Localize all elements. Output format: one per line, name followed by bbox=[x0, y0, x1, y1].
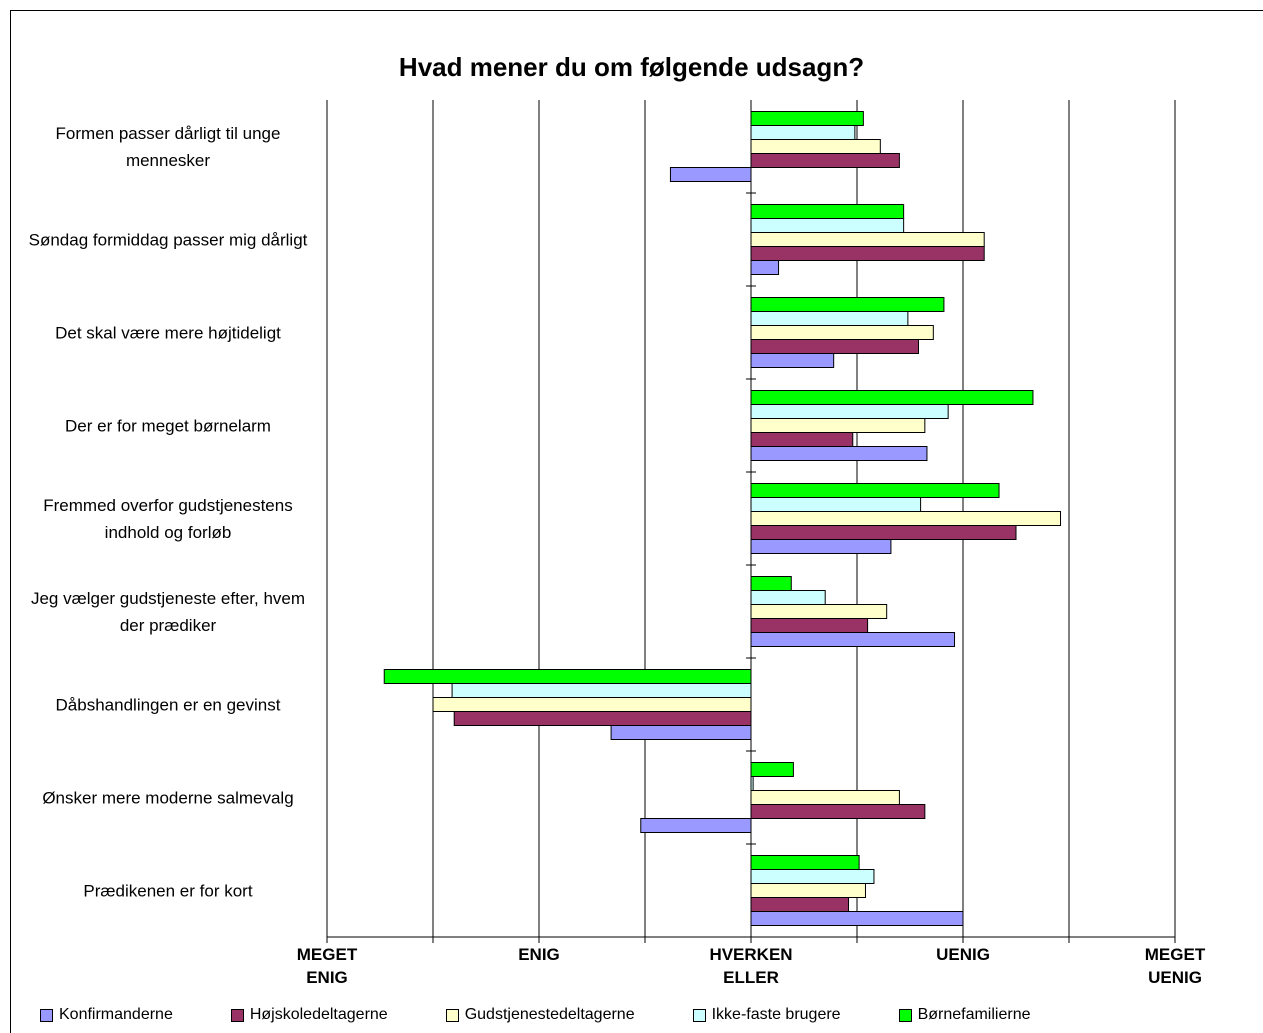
legend-item: Højskoledeltagerne bbox=[230, 1006, 388, 1024]
bar bbox=[750, 869, 875, 884]
bar bbox=[750, 632, 956, 647]
bar bbox=[750, 111, 864, 126]
bar bbox=[383, 669, 752, 684]
y-tick-label: Ønsker mere moderne salmevalg bbox=[42, 788, 294, 807]
x-tick-label: MEGET UENIG bbox=[1144, 945, 1206, 987]
y-tick-label: Det skal være mere højtideligt bbox=[55, 323, 281, 342]
bar bbox=[750, 246, 985, 261]
x-tick-label: ENIG bbox=[518, 945, 560, 964]
bar bbox=[750, 325, 934, 340]
legend-label: Højskoledeltagerne bbox=[249, 1006, 388, 1023]
bar bbox=[750, 897, 850, 912]
legend-swatch bbox=[40, 1008, 53, 1022]
y-tick-label: Fremmed overfor gudstjenestens indhold o… bbox=[43, 495, 293, 542]
bar bbox=[750, 390, 1034, 405]
y-tick-label: Prædikenen er for kort bbox=[83, 881, 253, 900]
bar bbox=[750, 404, 949, 419]
legend: Konfirmanderne Højskoledeltagerne Gudstjen… bbox=[40, 1006, 1031, 1024]
bar bbox=[610, 725, 752, 740]
y-tick-label: Jeg vælger gudstjeneste efter, hvem der … bbox=[30, 588, 306, 635]
legend-swatch bbox=[445, 1008, 459, 1022]
x-tick-label: MEGET ENIG bbox=[296, 945, 358, 987]
bar bbox=[750, 618, 869, 633]
legend-item: Børnefamilierne bbox=[898, 1006, 1031, 1024]
bar bbox=[750, 883, 866, 898]
bar bbox=[750, 446, 928, 461]
bar bbox=[750, 260, 780, 275]
bar bbox=[750, 483, 1000, 498]
legend-label: Ikke-faste brugere bbox=[711, 1006, 841, 1023]
bar bbox=[640, 818, 752, 833]
bar bbox=[432, 697, 752, 712]
bar bbox=[750, 511, 1062, 526]
bar bbox=[750, 353, 835, 368]
legend-label: Børnefamilierne bbox=[917, 1006, 1031, 1023]
bar bbox=[750, 432, 854, 447]
y-tick-label: Søndag formiddag passer mig dårligt bbox=[28, 230, 308, 249]
legend-swatch bbox=[230, 1008, 244, 1022]
bar bbox=[750, 539, 892, 554]
x-tick-label: HVERKEN ELLER bbox=[709, 945, 793, 987]
bar bbox=[750, 590, 826, 605]
bar bbox=[750, 418, 926, 433]
bar bbox=[750, 204, 905, 219]
bar bbox=[750, 139, 881, 154]
y-tick-label: Der er for meget børnelarm bbox=[65, 416, 271, 435]
bar bbox=[453, 711, 752, 726]
bar bbox=[750, 218, 905, 233]
bar bbox=[750, 762, 794, 777]
bar bbox=[750, 604, 888, 619]
bar bbox=[750, 125, 856, 140]
bar bbox=[750, 911, 964, 926]
legend-label: Gudstjenestedeltagerne bbox=[464, 1006, 635, 1023]
bar bbox=[750, 525, 1017, 540]
bar bbox=[750, 855, 860, 870]
legend-swatch bbox=[898, 1008, 912, 1022]
bar bbox=[750, 339, 919, 354]
x-tick-label: UENIG bbox=[936, 945, 990, 964]
bar bbox=[669, 167, 752, 182]
bar bbox=[750, 790, 900, 805]
legend-item: Ikke-faste brugere bbox=[692, 1006, 841, 1024]
bar bbox=[750, 497, 922, 512]
bar bbox=[750, 576, 792, 591]
legend-swatch bbox=[692, 1008, 706, 1022]
y-tick-label: Dåbshandlingen er en gevinst bbox=[55, 695, 281, 714]
bar bbox=[750, 232, 985, 247]
bar bbox=[750, 311, 909, 326]
bar bbox=[451, 683, 752, 698]
bar bbox=[750, 776, 754, 791]
y-tick-label: Formen passer dårligt til unge mennesker bbox=[55, 123, 281, 170]
bar bbox=[750, 804, 926, 819]
chart-title: Hvad mener du om følgende udsagn? bbox=[398, 52, 865, 82]
legend-label: Konfirmanderne bbox=[59, 1006, 173, 1023]
legend-item: Gudstjenestedeltagerne bbox=[445, 1006, 635, 1024]
chart-frame bbox=[10, 10, 1263, 1033]
bar bbox=[750, 153, 900, 168]
bar bbox=[750, 297, 945, 312]
legend-item: Konfirmanderne bbox=[40, 1006, 173, 1024]
